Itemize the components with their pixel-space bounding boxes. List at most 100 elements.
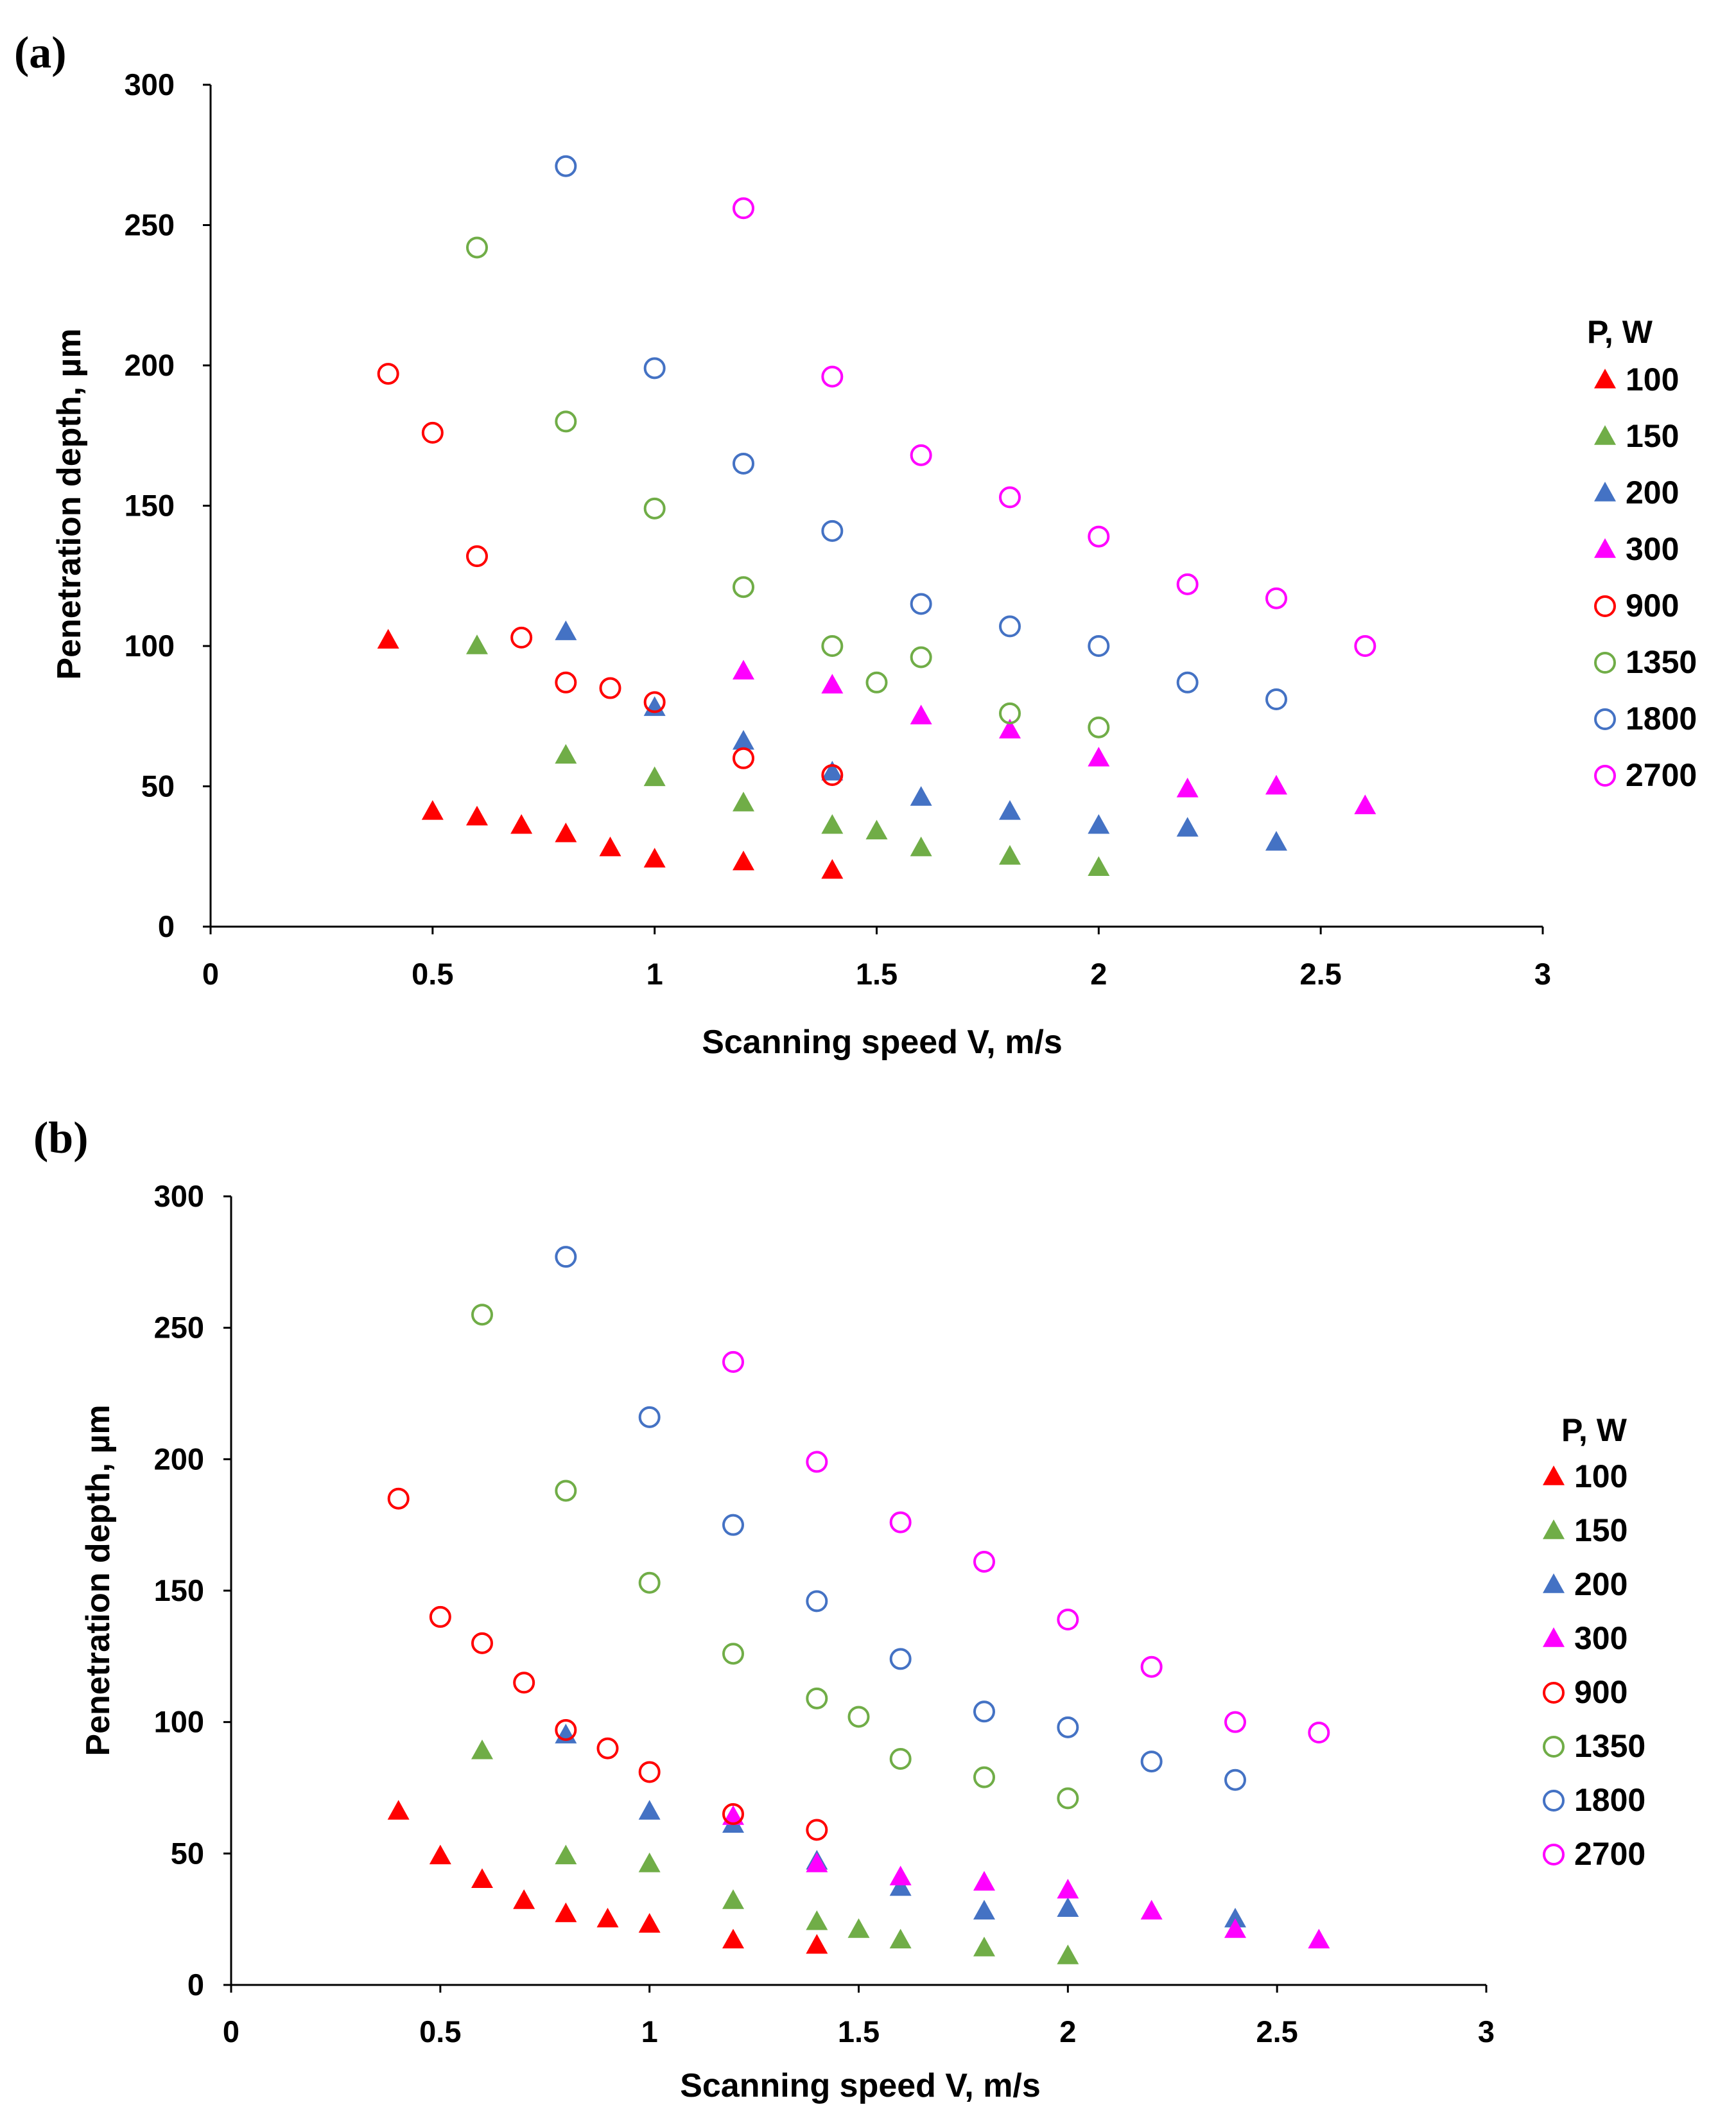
data-point <box>821 365 844 388</box>
x-tick-label: 2 <box>1090 957 1107 991</box>
data-point <box>555 1718 577 1741</box>
legend-label: 2700 <box>1574 1836 1645 1872</box>
data-point <box>733 850 754 871</box>
legend-label: 200 <box>1574 1566 1627 1602</box>
data-point <box>722 1803 744 1825</box>
legend: P, W 100 150 200 300 900 1350 1800 2700 <box>1543 1412 1645 1872</box>
data-point <box>1057 1787 1079 1810</box>
data-point <box>643 766 666 787</box>
data-point <box>555 155 577 177</box>
data-point <box>1088 856 1110 876</box>
data-point <box>973 1700 995 1723</box>
y-tick-label: 50 <box>141 769 175 803</box>
y-axis-title: Penetration depth, µm <box>51 328 88 679</box>
data-point <box>973 1936 995 1957</box>
data-point <box>889 1747 912 1770</box>
data-point <box>1265 688 1287 711</box>
legend-marker <box>1543 1844 1565 1865</box>
data-point <box>865 671 888 694</box>
legend-item-150: 150 <box>1594 418 1679 454</box>
data-point <box>733 747 754 769</box>
data-point <box>889 1928 912 1949</box>
legend-label: 150 <box>1574 1512 1627 1548</box>
legend-label: 100 <box>1574 1458 1627 1494</box>
legend-item-1350: 1350 <box>1543 1728 1645 1764</box>
data-point <box>466 634 488 654</box>
legend-label: 300 <box>1626 531 1679 567</box>
y-axis-title: Penetration depth, µm <box>80 1404 117 1756</box>
x-tick-label: 2.5 <box>1299 957 1341 991</box>
data-point <box>806 1451 828 1473</box>
axes <box>203 83 1544 934</box>
data-point <box>1088 716 1110 738</box>
data-point <box>643 691 666 713</box>
x-tick-label: 1 <box>647 957 663 991</box>
data-point <box>377 363 399 385</box>
series-1800 <box>555 155 1287 711</box>
panel-b: (b) 0 0.5 1 1.5 2 2.5 3 0 50 100 150 200 250 300 Scan… <box>33 1114 1645 2104</box>
data-point <box>1140 1655 1163 1678</box>
data-point <box>999 844 1021 865</box>
data-point <box>1176 778 1199 798</box>
legend-item-1800: 1800 <box>1594 701 1697 737</box>
data-point <box>1354 794 1376 814</box>
y-tick-label: 300 <box>125 67 175 101</box>
legend-item-2700: 2700 <box>1594 757 1697 793</box>
data-point <box>638 1913 661 1933</box>
data-point <box>1224 1907 1246 1928</box>
legend-marker <box>1543 1682 1565 1704</box>
data-point <box>806 1910 828 1930</box>
legend-label: 300 <box>1574 1620 1627 1656</box>
legend-item-1350: 1350 <box>1594 644 1697 680</box>
legend-title: P, W <box>1587 314 1653 350</box>
legend-label: 1350 <box>1574 1728 1645 1764</box>
data-point <box>1354 635 1376 657</box>
panel-label: (a) <box>14 28 67 78</box>
legend-marker <box>1594 369 1616 389</box>
legend-marker <box>1594 765 1616 787</box>
data-point <box>466 545 488 568</box>
legend-marker <box>1543 1465 1565 1485</box>
legend-marker <box>1594 708 1616 730</box>
data-point <box>1176 671 1199 694</box>
data-point <box>471 1632 493 1654</box>
x-tick-label: 2 <box>1059 2014 1076 2048</box>
data-point <box>722 1643 744 1665</box>
data-point <box>821 859 844 879</box>
data-point <box>733 576 754 598</box>
series-1350 <box>466 236 1110 738</box>
data-point <box>847 1706 870 1728</box>
x-tick-label: 1.5 <box>856 957 898 991</box>
data-point <box>806 1852 828 1873</box>
data-point <box>1265 831 1287 851</box>
data-point <box>733 452 754 475</box>
data-point <box>1057 1609 1079 1631</box>
data-point <box>733 197 754 220</box>
data-point <box>733 660 754 680</box>
data-point <box>1088 746 1110 767</box>
data-point <box>889 1876 912 1896</box>
panel-a: (a) 0 0.5 1 1.5 2 2.5 3 0 50 100 150 200 250 300 Scan… <box>14 28 1697 1061</box>
legend-marker <box>1594 425 1616 445</box>
data-point <box>1308 1722 1330 1744</box>
series-1800 <box>555 1246 1246 1791</box>
data-point <box>889 1511 912 1533</box>
x-tick-label: 3 <box>1478 2014 1495 2048</box>
data-point <box>722 1928 744 1949</box>
data-point <box>847 1918 870 1938</box>
data-point <box>555 1480 577 1502</box>
data-point <box>555 744 577 764</box>
legend-item-300: 300 <box>1594 531 1679 567</box>
data-points <box>377 155 1376 879</box>
legend-item-1800: 1800 <box>1543 1782 1645 1818</box>
data-point <box>999 702 1021 724</box>
data-point <box>821 814 844 834</box>
data-point <box>599 677 621 699</box>
data-point <box>555 1902 577 1923</box>
series-100 <box>377 629 844 879</box>
axes <box>223 1195 1488 1993</box>
data-point <box>889 1865 912 1885</box>
data-point <box>999 799 1021 820</box>
data-point <box>1057 1944 1079 1964</box>
